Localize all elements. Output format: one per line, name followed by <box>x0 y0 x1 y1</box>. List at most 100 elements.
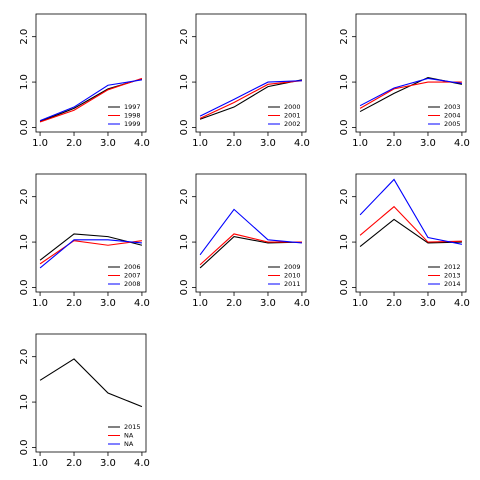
legend-label: NA <box>124 432 134 440</box>
x-tick-label: 4.0 <box>294 298 310 309</box>
x-tick-label: 4.0 <box>294 138 310 149</box>
plot-frame <box>195 173 307 293</box>
plot-frame <box>35 173 147 293</box>
legend-label: 2007 <box>124 272 141 280</box>
x-tick-label: 1.0 <box>352 298 368 309</box>
x-tick-label: 3.0 <box>100 298 116 309</box>
x-tick-label: 1.0 <box>352 138 368 149</box>
legend-label: 1999 <box>124 120 141 128</box>
y-tick-label: 0.0 <box>19 440 30 456</box>
y-tick-label: 1.0 <box>19 394 30 410</box>
series-line <box>39 233 143 261</box>
y-tick-label: 0.0 <box>179 120 190 136</box>
legend-label: 2001 <box>284 112 301 120</box>
y-tick-label: 1.0 <box>19 234 30 250</box>
x-tick-label: 1.0 <box>192 138 208 149</box>
y-tick-label: 2.0 <box>179 189 190 205</box>
plot-frame <box>355 173 467 293</box>
x-tick-label: 2.0 <box>66 458 82 469</box>
x-tick-label: 3.0 <box>260 298 276 309</box>
y-tick-label: 1.0 <box>179 234 190 250</box>
legend-label: 2002 <box>284 120 301 128</box>
plot-frame <box>35 333 147 453</box>
legend-label: NA <box>124 440 134 448</box>
plot-frame <box>355 13 467 133</box>
legend-label: 1997 <box>124 103 141 111</box>
y-tick-label: 2.0 <box>339 29 350 45</box>
legend-label: 2003 <box>444 103 461 111</box>
legend-label: 2011 <box>284 280 301 288</box>
x-tick-label: 1.0 <box>192 298 208 309</box>
x-tick-label: 3.0 <box>420 138 436 149</box>
series-line <box>199 208 302 256</box>
series-line <box>359 77 463 107</box>
y-tick-label: 0.0 <box>179 280 190 296</box>
x-tick-label: 1.0 <box>32 458 48 469</box>
x-tick-label: 1.0 <box>32 138 48 149</box>
series-line <box>359 81 462 109</box>
x-tick-label: 1.0 <box>32 298 48 309</box>
x-tick-label: 3.0 <box>100 138 116 149</box>
y-tick-label: 1.0 <box>19 74 30 90</box>
series-line <box>359 205 462 243</box>
legend-label: 1998 <box>124 112 141 120</box>
y-tick-label: 0.0 <box>19 120 30 136</box>
legend-label: 2012 <box>444 263 461 271</box>
x-tick-label: 4.0 <box>454 138 470 149</box>
y-tick-label: 1.0 <box>339 234 350 250</box>
series-line <box>199 233 302 266</box>
x-tick-label: 3.0 <box>100 458 116 469</box>
y-tick-label: 2.0 <box>19 349 30 365</box>
y-tick-label: 0.0 <box>339 120 350 136</box>
y-tick-label: 2.0 <box>19 189 30 205</box>
y-tick-label: 2.0 <box>19 29 30 45</box>
x-tick-label: 3.0 <box>420 298 436 309</box>
legend-label: 2008 <box>124 280 141 288</box>
legend-label: 2013 <box>444 272 461 280</box>
series-line <box>199 80 302 119</box>
x-tick-label: 3.0 <box>260 138 276 149</box>
series-line <box>199 80 302 117</box>
series-line <box>39 79 143 122</box>
x-tick-label: 2.0 <box>386 298 402 309</box>
x-tick-label: 2.0 <box>226 138 242 149</box>
legend-label: 2006 <box>124 263 141 271</box>
legend-label: 2005 <box>444 120 461 128</box>
y-tick-label: 2.0 <box>179 29 190 45</box>
x-tick-label: 2.0 <box>66 138 82 149</box>
series-line <box>39 77 143 123</box>
legend-label: 2000 <box>284 103 301 111</box>
legend-label: 2010 <box>284 272 301 280</box>
series-line <box>39 358 143 408</box>
legend-label: 2014 <box>444 280 461 288</box>
y-tick-label: 1.0 <box>339 74 350 90</box>
legend-label: 2015 <box>124 423 141 431</box>
x-tick-label: 4.0 <box>134 298 150 309</box>
y-tick-label: 1.0 <box>179 74 190 90</box>
x-tick-label: 4.0 <box>134 138 150 149</box>
series-line <box>359 178 463 245</box>
y-tick-label: 2.0 <box>339 189 350 205</box>
x-tick-label: 4.0 <box>454 298 470 309</box>
x-tick-label: 4.0 <box>134 458 150 469</box>
legend-label: 2009 <box>284 263 301 271</box>
x-tick-label: 2.0 <box>226 298 242 309</box>
y-tick-label: 0.0 <box>339 280 350 296</box>
legend-label: 2004 <box>444 112 461 120</box>
x-tick-label: 2.0 <box>66 298 82 309</box>
plot-frame <box>35 13 147 133</box>
series-line <box>199 79 303 120</box>
series-line <box>39 239 142 269</box>
y-tick-label: 0.0 <box>19 280 30 296</box>
series-line <box>359 218 462 248</box>
plot-frame <box>195 13 307 133</box>
series-line <box>39 240 142 265</box>
